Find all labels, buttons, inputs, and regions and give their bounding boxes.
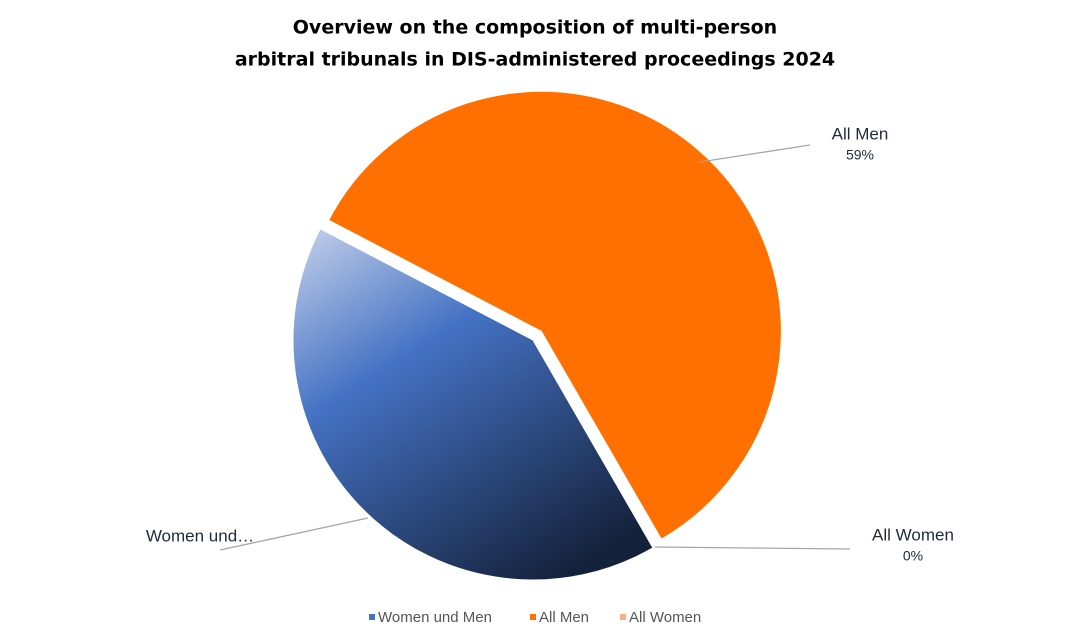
data-value-label: 0% (903, 548, 923, 564)
pie-slice (327, 90, 782, 540)
legend-label: All Women (629, 609, 701, 626)
leader-line (699, 144, 811, 163)
legend-marker (369, 614, 375, 620)
leader-line (654, 546, 851, 550)
data-label: All Men (832, 124, 889, 143)
chart-title: arbitral tribunals in DIS-administered p… (235, 49, 835, 71)
legend-marker (620, 614, 626, 620)
data-label: All Women (872, 525, 954, 544)
data-value-label: 59% (846, 147, 874, 163)
legend-label: All Men (539, 609, 589, 626)
data-label: Women und… (146, 526, 254, 545)
pie-slice (292, 228, 654, 581)
chart-title: Overview on the composition of multi-per… (293, 17, 777, 39)
leader-line (219, 517, 369, 551)
legend-marker (530, 614, 536, 620)
pie-slice (532, 339, 654, 549)
legend-label: Women und Men (378, 609, 492, 626)
